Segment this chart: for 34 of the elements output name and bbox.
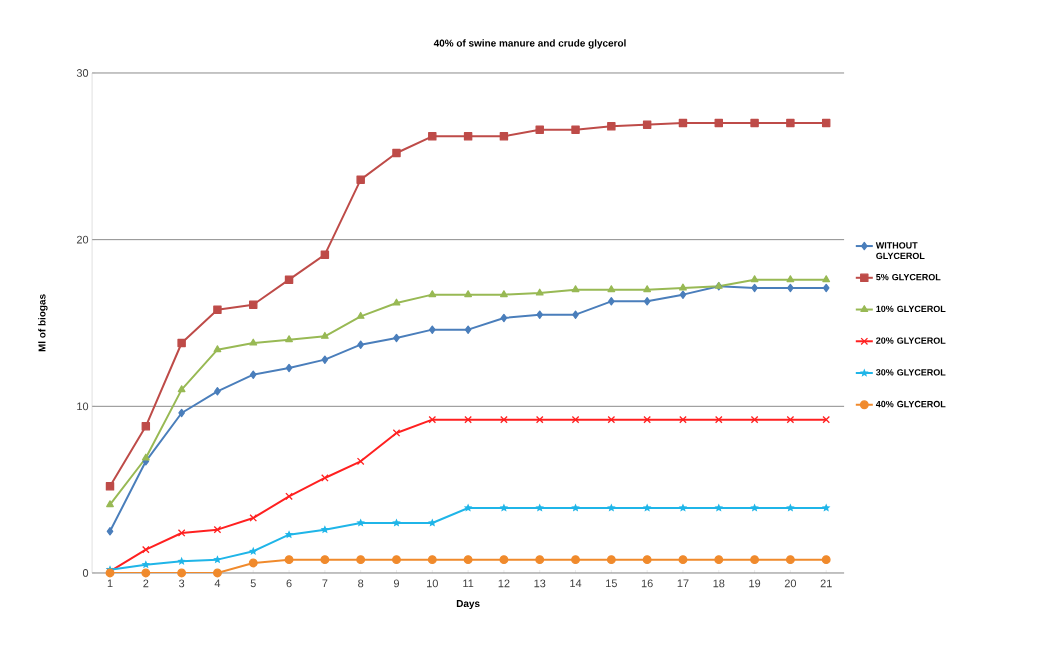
x-tick-label: 1 <box>107 579 113 588</box>
x-tick-label: 10 <box>427 579 438 588</box>
y-tick-label: 20 <box>76 235 89 244</box>
y-tick-label: 10 <box>77 402 89 411</box>
y-tick-label: 30 <box>76 69 89 77</box>
legend-label: 40% GLYCEROL <box>875 400 946 408</box>
x-tick-label: 20 <box>784 579 797 588</box>
legend-label: WITHOUT GLYCEROL <box>875 242 925 259</box>
y-tick-label: 0 <box>82 569 89 577</box>
x-tick-label: 4 <box>214 579 221 588</box>
x-tick-label: 18 <box>713 579 725 588</box>
x-tick-label: 2 <box>143 579 149 588</box>
legend-label: 5% GLYCEROL <box>876 273 941 281</box>
x-tick-label: 5 <box>250 579 256 588</box>
legend-label: 20% GLYCEROL <box>876 337 946 344</box>
x-tick-label: 14 <box>570 579 582 588</box>
x-tick-label: 6 <box>286 579 292 588</box>
x-tick-label: 17 <box>677 579 689 588</box>
chart-title: 40% of swine manure and crude glycerol <box>433 39 626 49</box>
x-tick-label: 16 <box>641 579 653 588</box>
legend-label: 10% GLYCEROL <box>876 305 946 313</box>
x-tick-label: 19 <box>749 579 761 588</box>
x-tick-label: 9 <box>393 579 400 588</box>
x-tick-label: 11 <box>463 579 474 588</box>
x-tick-label: 15 <box>606 579 617 588</box>
x-tick-label: 3 <box>179 579 185 588</box>
legend-label: 30% GLYCEROL <box>876 369 946 376</box>
x-axis-title: Days <box>456 600 480 610</box>
x-tick-label: 13 <box>534 579 546 588</box>
y-axis-title: Ml of biogas <box>38 294 48 352</box>
x-tick-label: 12 <box>498 579 510 588</box>
x-tick-label: 21 <box>820 579 832 588</box>
x-tick-label: 8 <box>358 579 364 588</box>
x-tick-label: 7 <box>322 579 328 588</box>
